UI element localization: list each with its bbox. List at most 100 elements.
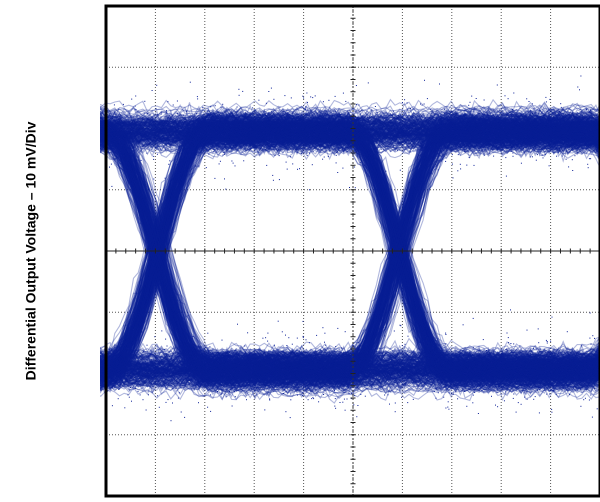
noise-point <box>290 399 291 400</box>
noise-point <box>229 361 230 362</box>
noise-point <box>409 137 410 138</box>
noise-point <box>196 151 197 152</box>
noise-point <box>291 128 292 129</box>
noise-point <box>201 144 202 145</box>
noise-point <box>172 135 173 136</box>
noise-point <box>163 123 164 124</box>
noise-point <box>333 373 334 374</box>
noise-point <box>160 117 161 118</box>
noise-point <box>574 120 575 121</box>
noise-point <box>395 411 396 412</box>
noise-point <box>120 150 121 151</box>
noise-point <box>205 347 206 348</box>
noise-point <box>445 344 446 345</box>
noise-point <box>521 146 522 147</box>
noise-point <box>538 328 539 329</box>
noise-point <box>131 116 132 117</box>
noise-point <box>323 101 324 102</box>
noise-point <box>437 151 438 152</box>
noise-point <box>242 91 243 92</box>
noise-point <box>156 108 157 109</box>
noise-point <box>380 174 381 175</box>
noise-point <box>297 338 298 339</box>
noise-point <box>297 356 298 357</box>
noise-point <box>284 366 285 367</box>
noise-point <box>336 367 337 368</box>
noise-point <box>273 366 274 367</box>
noise-point <box>435 388 436 389</box>
noise-point <box>237 107 238 108</box>
noise-point <box>176 133 177 134</box>
noise-point <box>211 127 212 128</box>
noise-point <box>509 135 510 136</box>
noise-point <box>171 420 172 421</box>
noise-point <box>110 124 111 125</box>
noise-point <box>557 382 558 383</box>
noise-point <box>413 399 414 400</box>
noise-point <box>580 76 581 77</box>
noise-point <box>264 352 265 353</box>
noise-point <box>214 151 215 152</box>
noise-point <box>398 115 399 116</box>
noise-point <box>392 350 393 351</box>
noise-point <box>547 341 548 342</box>
noise-point <box>178 398 179 399</box>
noise-point <box>441 363 442 364</box>
noise-point <box>546 340 547 341</box>
noise-point <box>438 150 439 151</box>
noise-point <box>267 388 268 389</box>
noise-point <box>422 343 423 344</box>
noise-point <box>252 379 253 380</box>
noise-point <box>562 109 563 110</box>
noise-point <box>513 343 514 344</box>
noise-point <box>570 112 571 113</box>
noise-point <box>152 122 153 123</box>
noise-point <box>473 347 474 348</box>
noise-point <box>252 125 253 126</box>
noise-point <box>502 351 503 352</box>
noise-point <box>587 135 588 136</box>
noise-point <box>425 377 426 378</box>
noise-point <box>548 145 549 146</box>
noise-point <box>592 335 593 336</box>
noise-point <box>179 372 180 373</box>
noise-point <box>300 138 301 139</box>
noise-point <box>113 351 114 352</box>
noise-point <box>248 362 249 363</box>
noise-point <box>313 398 314 399</box>
noise-point <box>295 134 296 135</box>
noise-point <box>195 138 196 139</box>
noise-point <box>305 106 306 107</box>
noise-point <box>160 149 161 150</box>
noise-point <box>128 394 129 395</box>
noise-point <box>138 391 139 392</box>
noise-point <box>593 379 594 380</box>
noise-point <box>463 324 464 325</box>
noise-point <box>433 379 434 380</box>
noise-point <box>513 93 514 94</box>
noise-point <box>269 366 270 367</box>
noise-point <box>459 381 460 382</box>
noise-point <box>297 152 298 153</box>
noise-point <box>457 134 458 135</box>
noise-point <box>289 370 290 371</box>
noise-point <box>227 133 228 134</box>
noise-point <box>584 383 585 384</box>
noise-point <box>239 95 240 96</box>
noise-point <box>380 375 381 376</box>
noise-point <box>386 360 387 361</box>
noise-point <box>274 116 275 117</box>
noise-point <box>438 382 439 383</box>
noise-point <box>113 149 114 150</box>
noise-point <box>367 124 368 125</box>
noise-point <box>246 143 247 144</box>
noise-point <box>321 350 322 351</box>
noise-point <box>503 127 504 128</box>
noise-point <box>170 118 171 119</box>
noise-point <box>597 408 598 409</box>
noise-point <box>462 350 463 351</box>
noise-point <box>562 156 563 157</box>
noise-point <box>215 123 216 124</box>
noise-point <box>526 98 527 99</box>
noise-point <box>205 362 206 363</box>
